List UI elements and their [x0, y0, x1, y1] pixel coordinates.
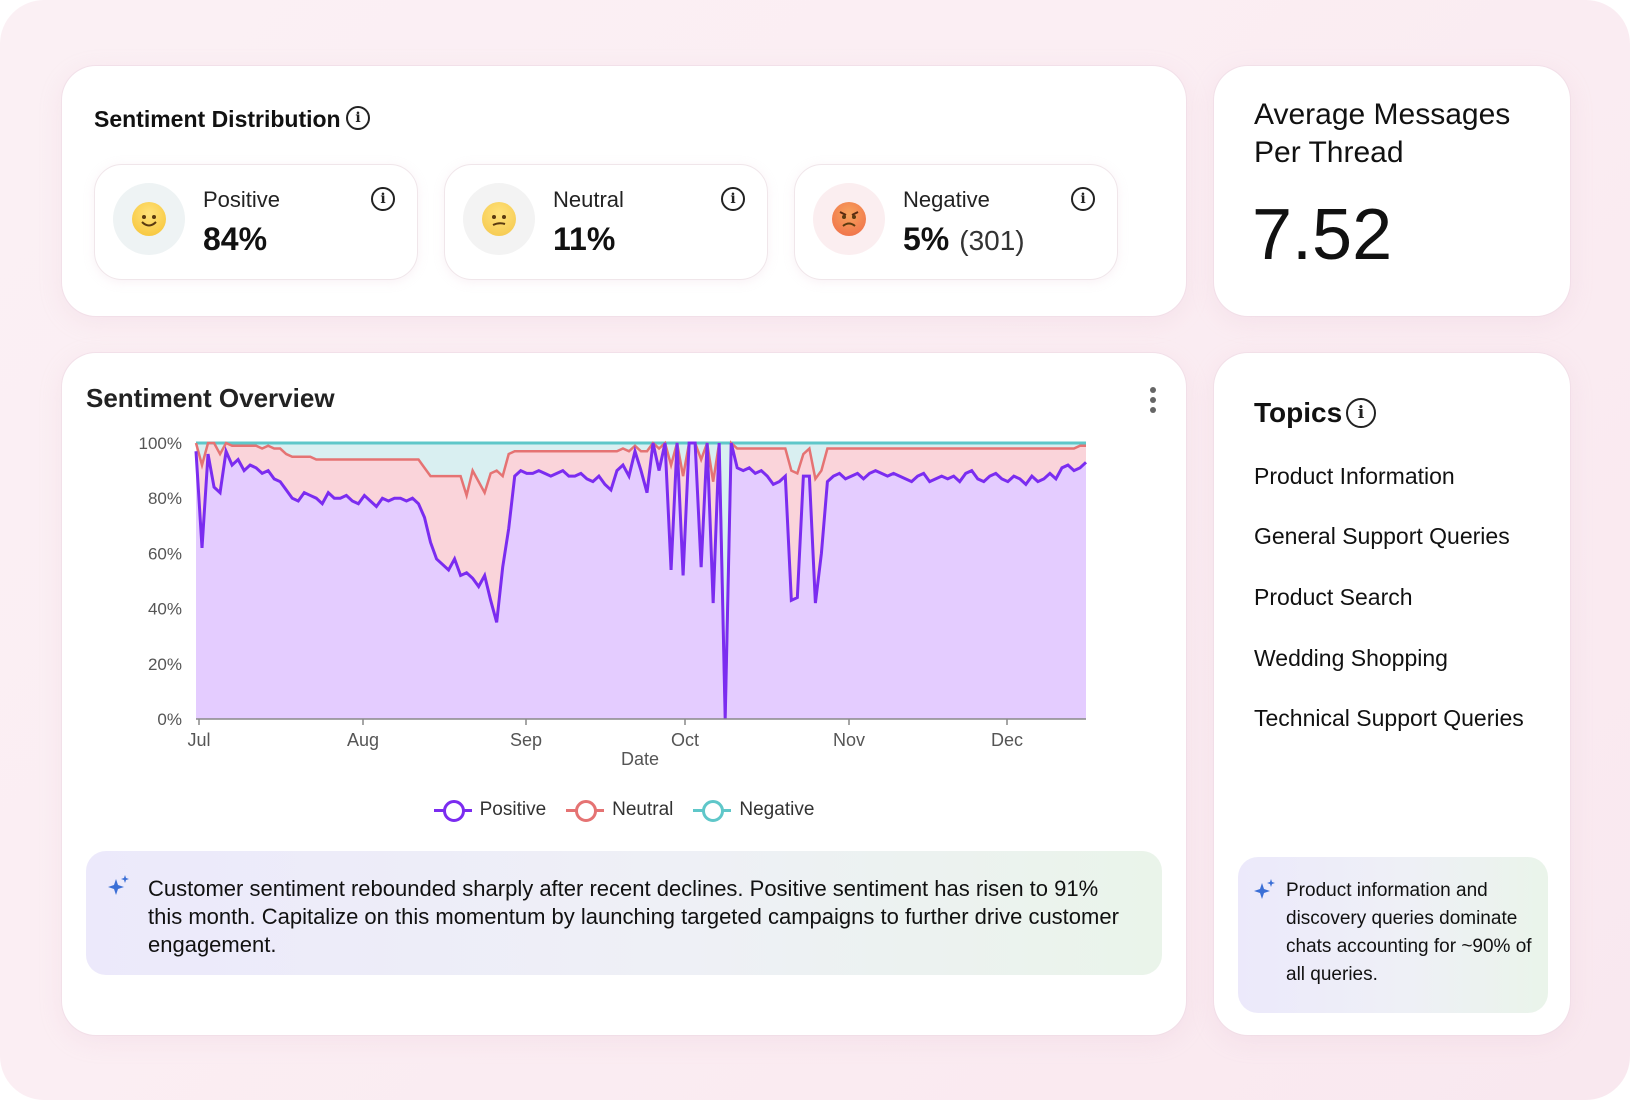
- sentiment-distribution-card: Sentiment Distribution i Positive 84% i …: [62, 66, 1186, 316]
- smiling-face-icon: [132, 202, 166, 236]
- legend-marker-positive: [433, 799, 472, 822]
- chart-legend: Positive Neutral Negative: [62, 799, 1186, 822]
- y-tick-label: 40%: [148, 600, 182, 619]
- sentiment-overview-title: Sentiment Overview: [86, 383, 335, 413]
- sentiment-insight-text: Customer sentiment rebounded sharply aft…: [148, 876, 1119, 957]
- y-tick-label: 20%: [148, 655, 182, 674]
- negative-emoji-bg: [813, 183, 885, 255]
- positive-line: [194, 441, 1088, 720]
- more-options-icon[interactable]: [1148, 387, 1158, 417]
- topics-insight-text: Product information and discovery querie…: [1286, 880, 1532, 985]
- topics-title: Topics: [1254, 397, 1343, 428]
- positive-value: 84%: [203, 221, 268, 257]
- y-tick-label: 80%: [148, 489, 182, 508]
- topic-item[interactable]: Product Search: [1254, 584, 1413, 610]
- positive-emoji-bg: [113, 183, 185, 255]
- topics-card: Topics i Product Information General Sup…: [1214, 353, 1570, 1035]
- confused-face-icon: [482, 202, 516, 236]
- positive-label: Positive: [203, 187, 281, 212]
- info-icon[interactable]: i: [1346, 398, 1376, 428]
- negative-label: Negative: [903, 187, 990, 212]
- topic-item[interactable]: Product Information: [1254, 463, 1455, 489]
- x-tick-label: Jul: [187, 730, 210, 750]
- info-icon[interactable]: i: [346, 106, 370, 130]
- legend-item-negative[interactable]: Negative: [693, 799, 815, 822]
- legend-label-positive: Positive: [479, 799, 547, 820]
- topics-insight-box: Product information and discovery querie…: [1238, 857, 1548, 1013]
- topic-item[interactable]: Technical Support Queries: [1254, 705, 1524, 731]
- info-icon[interactable]: i: [1071, 187, 1095, 211]
- positive-area: [196, 443, 1086, 719]
- sentiment-overview-card: Sentiment Overview 0% 20% 40% 60% 80% 100% Jul…: [62, 353, 1186, 1035]
- neutral-value: 11%: [553, 221, 616, 257]
- legend-marker-negative: [693, 799, 732, 822]
- info-icon[interactable]: i: [371, 187, 395, 211]
- x-tick-label: Sep: [510, 730, 542, 750]
- average-messages-card: Average Messages Per Thread 7.52: [1214, 66, 1570, 316]
- y-tick-label: 0%: [157, 710, 182, 729]
- sentiment-insight-box: Customer sentiment rebounded sharply aft…: [86, 851, 1162, 975]
- x-tick-label: Dec: [991, 730, 1023, 750]
- average-messages-value: 7.52: [1252, 195, 1393, 275]
- x-tick-label: Oct: [671, 730, 699, 750]
- angry-face-icon: [832, 202, 866, 236]
- sentiment-overview-chart: 0% 20% 40% 60% 80% 100% Jul Aug Sep Oct Nov Dec Date: [139, 434, 1088, 769]
- y-tick-label: 60%: [148, 544, 182, 563]
- negative-value: 5% (301): [903, 221, 1025, 257]
- legend-marker-neutral: [566, 799, 605, 822]
- x-tick-label: Aug: [347, 730, 379, 750]
- x-axis-label: Date: [621, 749, 659, 769]
- neutral-stat-card: Neutral 11% i: [444, 164, 768, 280]
- positive-stat-card: Positive 84% i: [94, 164, 418, 280]
- negative-count: (301): [959, 225, 1025, 256]
- sparkle-icon: [108, 875, 129, 895]
- y-tick-label: 100%: [139, 434, 182, 453]
- neutral-area: [196, 443, 1086, 719]
- neutral-emoji-bg: [463, 183, 535, 255]
- info-icon[interactable]: i: [721, 187, 745, 211]
- neutral-line: [194, 440, 1086, 720]
- neutral-label: Neutral: [553, 187, 624, 212]
- x-tick-label: Nov: [833, 730, 865, 750]
- legend-label-negative: Negative: [739, 799, 815, 820]
- negative-stat-card: Negative 5% (301) i: [794, 164, 1118, 280]
- average-messages-title: Average Messages Per Thread: [1254, 98, 1511, 169]
- sparkle-icon: [1254, 879, 1275, 899]
- topic-item[interactable]: General Support Queries: [1254, 523, 1510, 549]
- sentiment-distribution-title: Sentiment Distribution: [94, 106, 341, 132]
- legend-item-positive[interactable]: Positive: [433, 799, 547, 822]
- topic-item[interactable]: Wedding Shopping: [1254, 645, 1448, 671]
- legend-item-neutral[interactable]: Neutral: [566, 799, 674, 822]
- legend-label-neutral: Neutral: [612, 799, 674, 820]
